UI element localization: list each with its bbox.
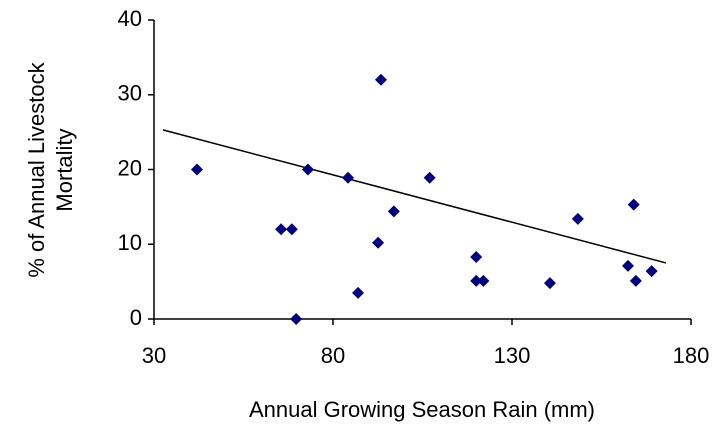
y-tick-label: 20 (118, 155, 142, 180)
data-point (387, 205, 400, 218)
data-point (621, 259, 634, 272)
y-tick-label: 10 (118, 230, 142, 255)
y-tick-label: 0 (130, 305, 142, 330)
data-point (352, 286, 365, 299)
trendline (162, 129, 667, 264)
data-point (470, 250, 483, 263)
data-point (627, 198, 640, 211)
y-axis-title-line: % of Annual Livestock (24, 61, 49, 277)
data-point (645, 265, 658, 278)
data-point (290, 313, 303, 325)
data-point (374, 73, 387, 86)
data-point (629, 274, 642, 287)
data-point (372, 236, 385, 249)
data-point (301, 163, 314, 176)
x-tick-label: 180 (673, 343, 710, 368)
data-point (470, 274, 483, 287)
data-point (571, 212, 584, 225)
data-point (285, 223, 298, 236)
data-point (190, 163, 203, 176)
y-axis-title: % of Annual Livestock Mortality (24, 61, 77, 277)
x-tick-label: 80 (321, 343, 345, 368)
y-tick-label: 30 (118, 81, 142, 106)
data-point (423, 171, 436, 184)
y-axis-title-line: Mortality (52, 128, 77, 211)
x-axis-title: Annual Growing Season Rain (mm) (249, 397, 595, 422)
y-tick-label: 40 (118, 6, 142, 31)
data-point (342, 171, 355, 184)
data-point (543, 277, 556, 290)
data-point (275, 223, 288, 236)
x-tick-label: 130 (494, 343, 531, 368)
data-point (477, 274, 490, 287)
x-tick-label: 30 (142, 343, 166, 368)
